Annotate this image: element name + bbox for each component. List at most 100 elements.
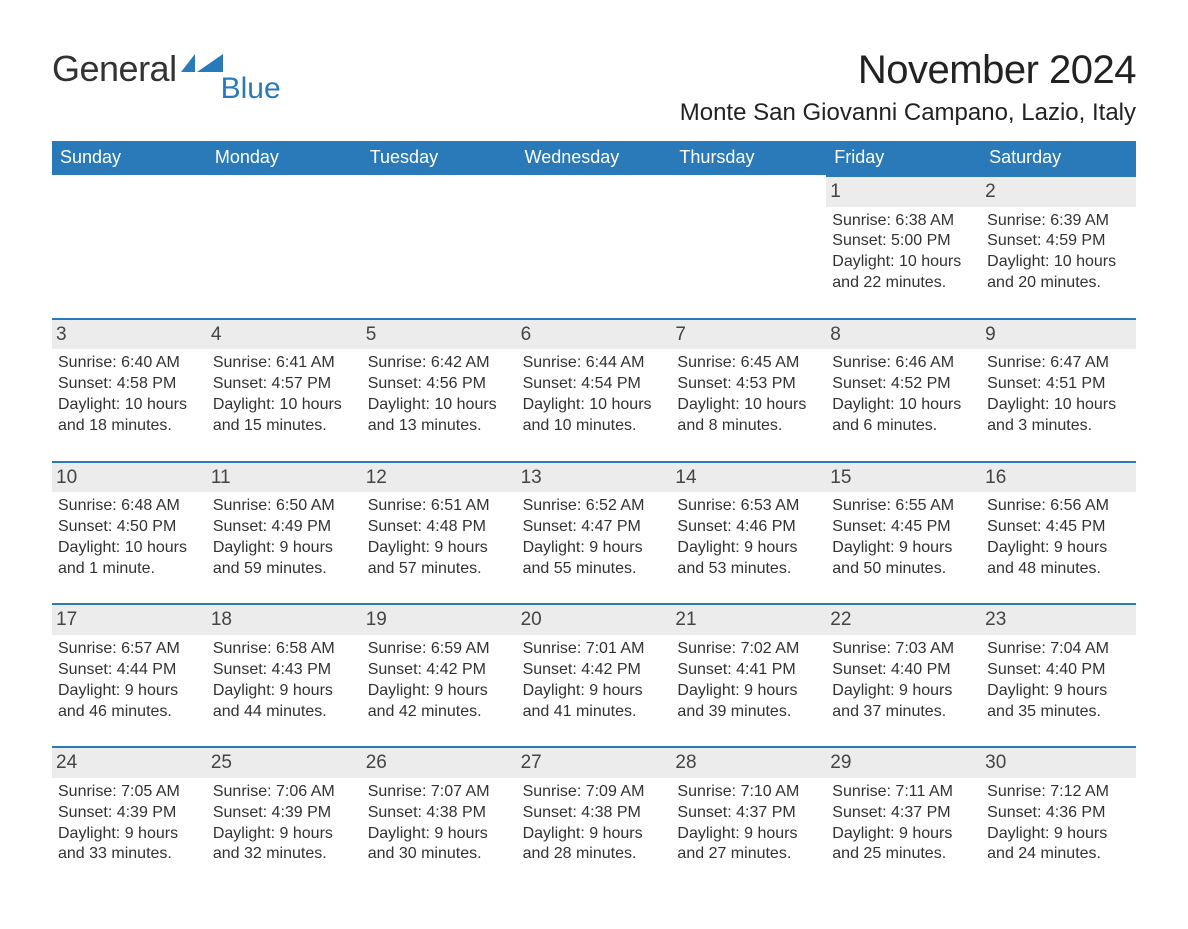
- day-number: 3: [52, 318, 207, 350]
- day-cell: 1Sunrise: 6:38 AMSunset: 5:00 PMDaylight…: [826, 175, 981, 318]
- daylight-line: Daylight: 10 hours and 15 minutes.: [213, 395, 354, 437]
- day-number: 21: [671, 603, 826, 635]
- day-details: Sunrise: 6:39 AMSunset: 4:59 PMDaylight:…: [985, 211, 1128, 294]
- sunrise-line: Sunrise: 6:59 AM: [368, 639, 509, 660]
- sunset-line: Sunset: 4:43 PM: [213, 660, 354, 681]
- day-number: 7: [671, 318, 826, 350]
- day-cell: 9Sunrise: 6:47 AMSunset: 4:51 PMDaylight…: [981, 318, 1136, 461]
- sunrise-line: Sunrise: 6:55 AM: [832, 496, 973, 517]
- day-details: Sunrise: 6:50 AMSunset: 4:49 PMDaylight:…: [211, 496, 354, 579]
- daylight-line: Daylight: 9 hours and 32 minutes.: [213, 824, 354, 866]
- day-cell: 3Sunrise: 6:40 AMSunset: 4:58 PMDaylight…: [52, 318, 207, 461]
- day-cell: 14Sunrise: 6:53 AMSunset: 4:46 PMDayligh…: [671, 461, 826, 604]
- daylight-line: Daylight: 9 hours and 48 minutes.: [987, 538, 1128, 580]
- day-details: Sunrise: 6:55 AMSunset: 4:45 PMDaylight:…: [830, 496, 973, 579]
- day-cell: 8Sunrise: 6:46 AMSunset: 4:52 PMDaylight…: [826, 318, 981, 461]
- daylight-line: Daylight: 9 hours and 50 minutes.: [832, 538, 973, 580]
- day-number: 1: [826, 175, 981, 207]
- sunset-line: Sunset: 4:45 PM: [987, 517, 1128, 538]
- daylight-line: Daylight: 10 hours and 3 minutes.: [987, 395, 1128, 437]
- day-cell: [207, 175, 362, 318]
- sunrise-line: Sunrise: 7:12 AM: [987, 782, 1128, 803]
- day-number: 10: [52, 461, 207, 493]
- weekday-header: Tuesday: [362, 141, 517, 175]
- day-cell: 29Sunrise: 7:11 AMSunset: 4:37 PMDayligh…: [826, 746, 981, 889]
- daylight-line: Daylight: 9 hours and 24 minutes.: [987, 824, 1128, 866]
- day-details: Sunrise: 6:58 AMSunset: 4:43 PMDaylight:…: [211, 639, 354, 722]
- daylight-line: Daylight: 10 hours and 8 minutes.: [677, 395, 818, 437]
- day-number: 16: [981, 461, 1136, 493]
- brand-word-1: General: [52, 48, 177, 90]
- week-row: 1Sunrise: 6:38 AMSunset: 5:00 PMDaylight…: [52, 175, 1136, 318]
- sunrise-line: Sunrise: 6:53 AM: [677, 496, 818, 517]
- sunset-line: Sunset: 4:49 PM: [213, 517, 354, 538]
- daylight-line: Daylight: 10 hours and 18 minutes.: [58, 395, 199, 437]
- day-cell: [517, 175, 672, 318]
- sunset-line: Sunset: 4:46 PM: [677, 517, 818, 538]
- daylight-line: Daylight: 10 hours and 20 minutes.: [987, 252, 1128, 294]
- day-cell: 5Sunrise: 6:42 AMSunset: 4:56 PMDaylight…: [362, 318, 517, 461]
- daylight-line: Daylight: 9 hours and 30 minutes.: [368, 824, 509, 866]
- sunrise-line: Sunrise: 6:44 AM: [523, 353, 664, 374]
- brand-word-2: Blue: [221, 72, 281, 106]
- day-details: Sunrise: 7:06 AMSunset: 4:39 PMDaylight:…: [211, 782, 354, 865]
- weekday-header: Sunday: [52, 141, 207, 175]
- daylight-line: Daylight: 9 hours and 39 minutes.: [677, 681, 818, 723]
- sunrise-line: Sunrise: 6:41 AM: [213, 353, 354, 374]
- sunrise-line: Sunrise: 7:07 AM: [368, 782, 509, 803]
- sunrise-line: Sunrise: 7:04 AM: [987, 639, 1128, 660]
- sunset-line: Sunset: 4:48 PM: [368, 517, 509, 538]
- day-number: 2: [981, 175, 1136, 207]
- weekday-header: Thursday: [671, 141, 826, 175]
- day-cell: 28Sunrise: 7:10 AMSunset: 4:37 PMDayligh…: [671, 746, 826, 889]
- week-row: 3Sunrise: 6:40 AMSunset: 4:58 PMDaylight…: [52, 318, 1136, 461]
- sunset-line: Sunset: 4:45 PM: [832, 517, 973, 538]
- sunrise-line: Sunrise: 6:42 AM: [368, 353, 509, 374]
- sunset-line: Sunset: 5:00 PM: [832, 231, 973, 252]
- sunset-line: Sunset: 4:56 PM: [368, 374, 509, 395]
- sunset-line: Sunset: 4:37 PM: [677, 803, 818, 824]
- day-number: 17: [52, 603, 207, 635]
- day-number: 8: [826, 318, 981, 350]
- week-row: 17Sunrise: 6:57 AMSunset: 4:44 PMDayligh…: [52, 603, 1136, 746]
- day-number: 15: [826, 461, 981, 493]
- day-number: 25: [207, 746, 362, 778]
- day-details: Sunrise: 7:01 AMSunset: 4:42 PMDaylight:…: [521, 639, 664, 722]
- day-number: 9: [981, 318, 1136, 350]
- sunrise-line: Sunrise: 6:46 AM: [832, 353, 973, 374]
- day-details: Sunrise: 6:45 AMSunset: 4:53 PMDaylight:…: [675, 353, 818, 436]
- day-cell: 26Sunrise: 7:07 AMSunset: 4:38 PMDayligh…: [362, 746, 517, 889]
- daylight-line: Daylight: 9 hours and 44 minutes.: [213, 681, 354, 723]
- day-number: 11: [207, 461, 362, 493]
- weekday-header: Monday: [207, 141, 362, 175]
- sunset-line: Sunset: 4:41 PM: [677, 660, 818, 681]
- day-cell: 22Sunrise: 7:03 AMSunset: 4:40 PMDayligh…: [826, 603, 981, 746]
- sunset-line: Sunset: 4:50 PM: [58, 517, 199, 538]
- day-cell: 20Sunrise: 7:01 AMSunset: 4:42 PMDayligh…: [517, 603, 672, 746]
- sunrise-line: Sunrise: 7:09 AM: [523, 782, 664, 803]
- sunset-line: Sunset: 4:58 PM: [58, 374, 199, 395]
- sunset-line: Sunset: 4:53 PM: [677, 374, 818, 395]
- month-year-title: November 2024: [680, 48, 1136, 93]
- sunset-line: Sunset: 4:42 PM: [523, 660, 664, 681]
- day-number: 18: [207, 603, 362, 635]
- day-cell: 16Sunrise: 6:56 AMSunset: 4:45 PMDayligh…: [981, 461, 1136, 604]
- sunrise-line: Sunrise: 6:57 AM: [58, 639, 199, 660]
- daylight-line: Daylight: 10 hours and 10 minutes.: [523, 395, 664, 437]
- day-cell: 23Sunrise: 7:04 AMSunset: 4:40 PMDayligh…: [981, 603, 1136, 746]
- day-number: 28: [671, 746, 826, 778]
- sunrise-line: Sunrise: 7:02 AM: [677, 639, 818, 660]
- sunset-line: Sunset: 4:39 PM: [213, 803, 354, 824]
- sunset-line: Sunset: 4:57 PM: [213, 374, 354, 395]
- brand-logo: General Blue: [52, 48, 281, 106]
- daylight-line: Daylight: 9 hours and 25 minutes.: [832, 824, 973, 866]
- day-cell: [52, 175, 207, 318]
- daylight-line: Daylight: 9 hours and 57 minutes.: [368, 538, 509, 580]
- day-details: Sunrise: 7:09 AMSunset: 4:38 PMDaylight:…: [521, 782, 664, 865]
- day-number: 24: [52, 746, 207, 778]
- day-cell: 24Sunrise: 7:05 AMSunset: 4:39 PMDayligh…: [52, 746, 207, 889]
- daylight-line: Daylight: 9 hours and 33 minutes.: [58, 824, 199, 866]
- day-number: 22: [826, 603, 981, 635]
- sunrise-line: Sunrise: 7:06 AM: [213, 782, 354, 803]
- day-cell: [362, 175, 517, 318]
